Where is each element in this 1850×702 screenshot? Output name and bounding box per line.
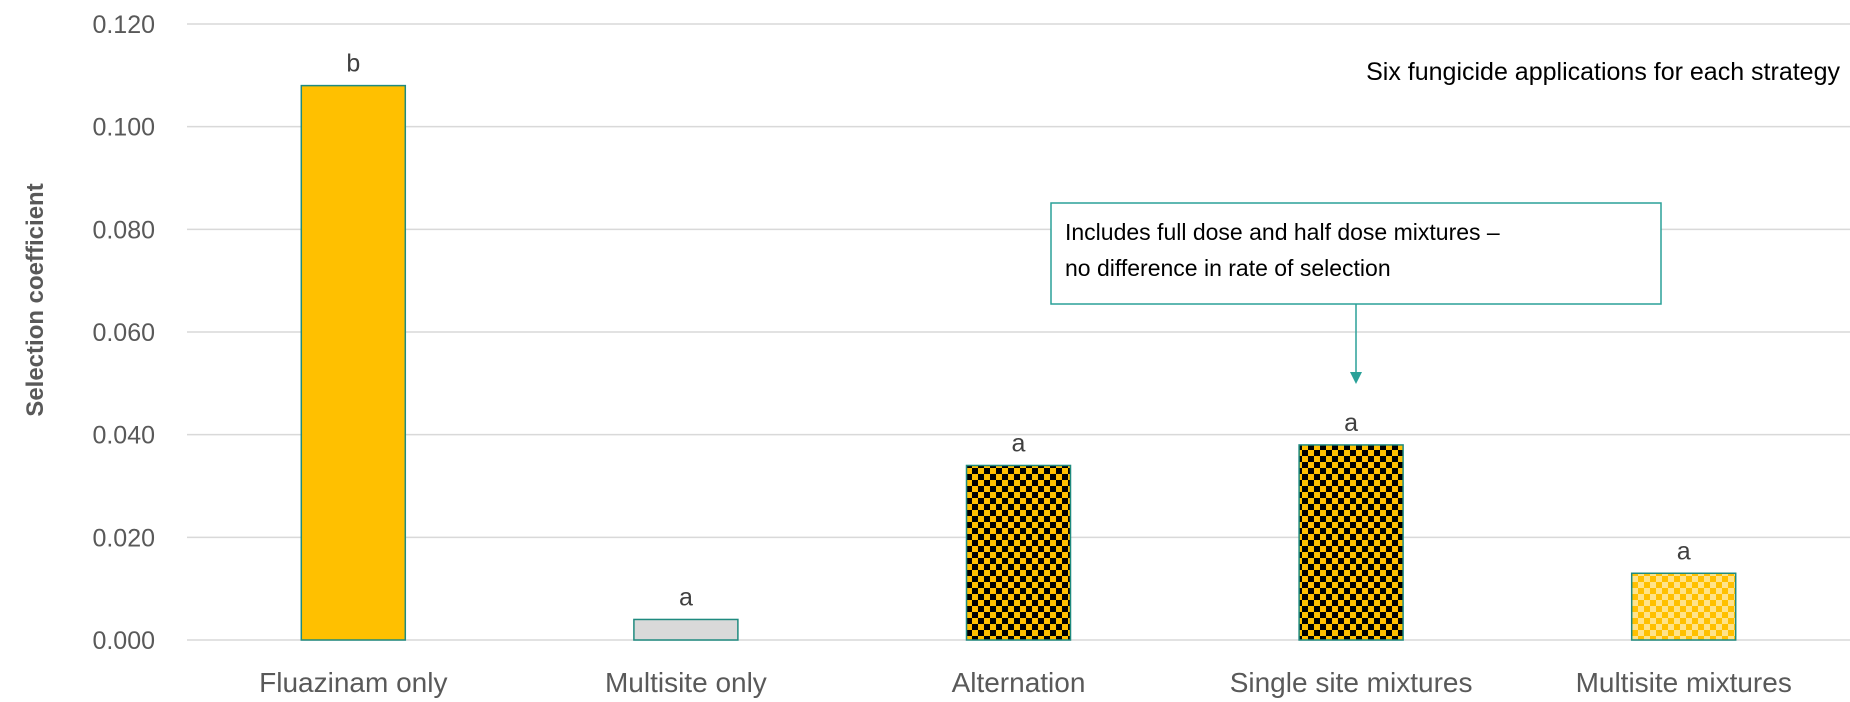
significance-letters: b a a a a — [346, 50, 1690, 612]
bar — [1630, 572, 1737, 641]
y-tick-label: 0.080 — [92, 216, 155, 244]
callout-text-line1: Includes full dose and half dose mixture… — [1065, 219, 1500, 245]
note-annotation: Six fungicide applications for each stra… — [1366, 58, 1840, 86]
bar — [300, 84, 407, 641]
y-tick-label: 0.100 — [92, 114, 155, 142]
significance-letter: a — [1012, 429, 1026, 457]
y-tick-label: 0.000 — [92, 627, 155, 655]
x-category-label: Multisite only — [605, 667, 767, 698]
x-axis-category-labels: Fluazinam only Multisite only Alternation S… — [259, 667, 1792, 698]
bar — [1298, 444, 1404, 641]
x-category-label: Fluazinam only — [259, 667, 447, 698]
callout-box — [1050, 202, 1662, 305]
x-category-label: Multisite mixtures — [1576, 667, 1792, 698]
y-axis-tick-labels: 0.000 0.020 0.040 0.060 0.080 0.100 0.120 — [92, 11, 155, 655]
y-tick-label: 0.120 — [92, 11, 155, 39]
callout: Includes full dose and half dose mixture… — [1050, 202, 1662, 384]
gridlines — [187, 23, 1850, 641]
significance-letter: a — [1677, 537, 1691, 565]
y-tick-label: 0.040 — [92, 422, 155, 450]
callout-arrowhead — [1350, 372, 1362, 384]
x-category-label: Single site mixtures — [1230, 667, 1473, 698]
significance-letter: a — [1344, 409, 1358, 437]
significance-letter: b — [346, 50, 360, 78]
bar — [965, 464, 1072, 641]
bars — [300, 84, 1737, 641]
y-tick-label: 0.060 — [92, 319, 155, 347]
y-axis-label: Selection coefficient — [22, 183, 49, 416]
callout-text-line2: no difference in rate of selection — [1065, 255, 1391, 281]
x-category-label: Alternation — [952, 667, 1086, 698]
y-tick-label: 0.020 — [92, 524, 155, 552]
bar — [633, 618, 739, 641]
significance-letter: a — [679, 583, 693, 611]
